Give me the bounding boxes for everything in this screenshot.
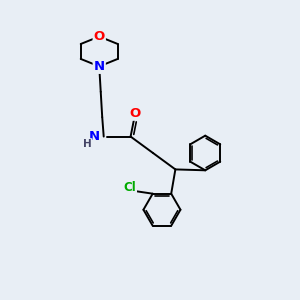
Text: Cl: Cl [123, 181, 136, 194]
Text: N: N [88, 130, 100, 143]
Text: O: O [129, 107, 140, 120]
Text: O: O [94, 30, 105, 43]
Text: H: H [83, 139, 92, 149]
Text: N: N [94, 60, 105, 73]
